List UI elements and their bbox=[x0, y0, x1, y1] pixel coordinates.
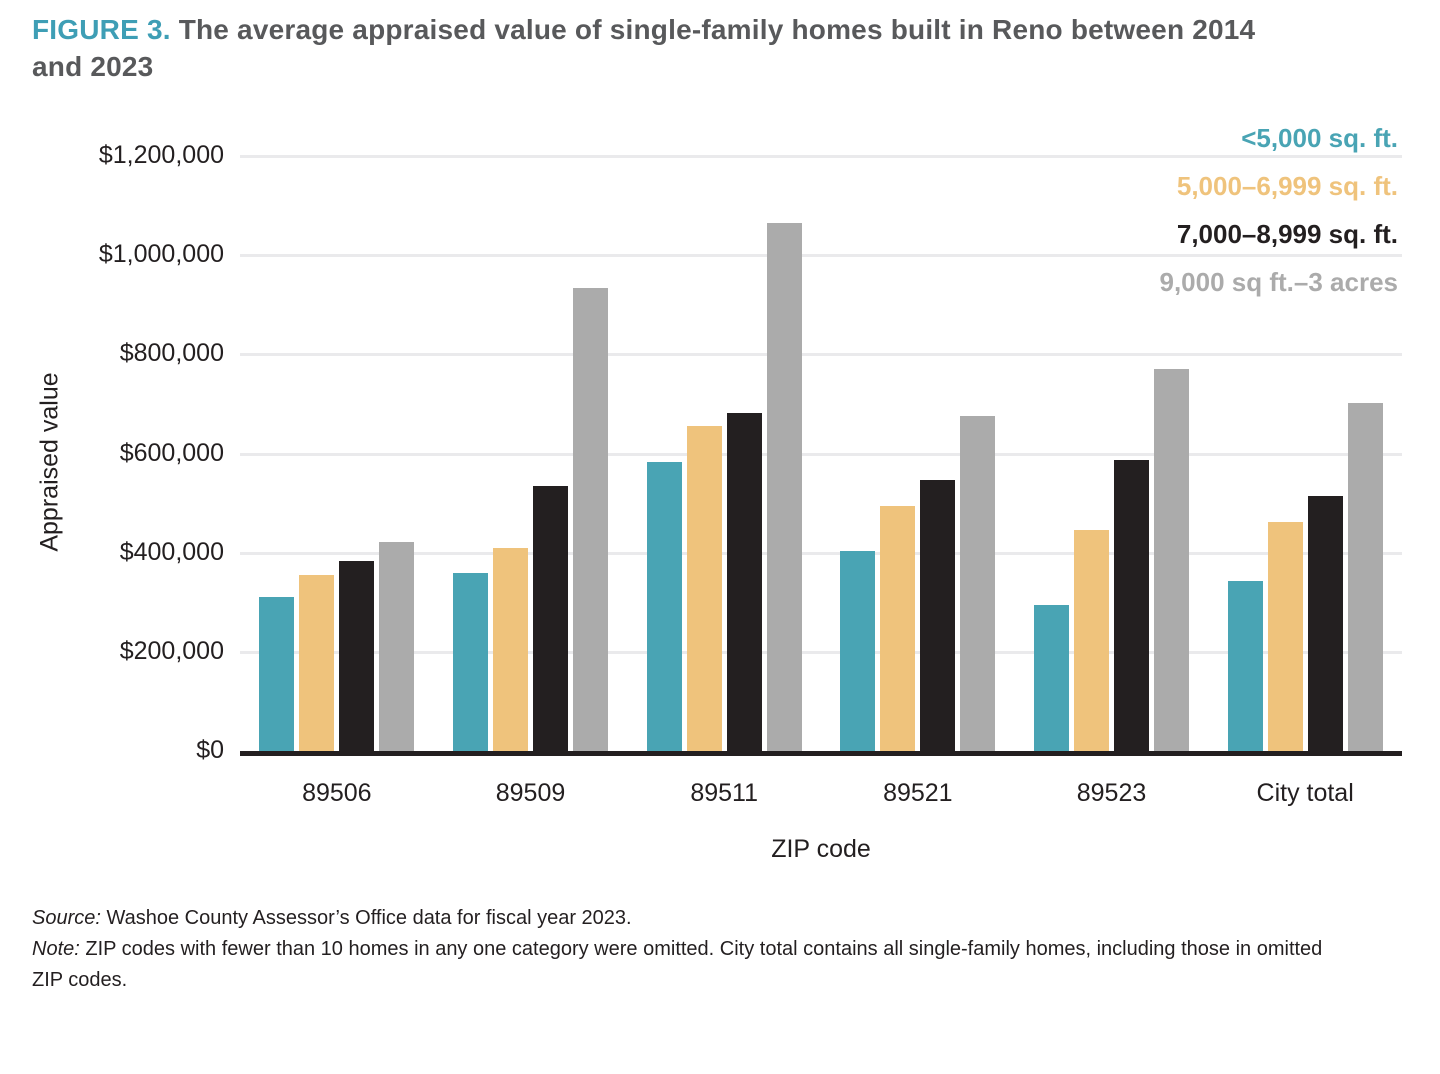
y-tick-label: $800,000 bbox=[119, 339, 224, 368]
bar bbox=[1227, 580, 1263, 751]
legend-item: 9,000 sq ft.–3 acres bbox=[1159, 267, 1399, 297]
note-text: ZIP codes with fewer than 10 homes in an… bbox=[32, 938, 1323, 991]
bar bbox=[533, 485, 568, 751]
x-axis-title: ZIP code bbox=[771, 835, 871, 863]
bar bbox=[1347, 403, 1383, 751]
gridline bbox=[240, 452, 1402, 456]
figure-title-text: The average appraised value of single-fa… bbox=[32, 14, 1256, 82]
bar bbox=[573, 288, 608, 751]
legend-item: 5,000–6,999 sq. ft. bbox=[1176, 171, 1398, 201]
bar bbox=[646, 461, 682, 751]
x-tick-label: 89506 bbox=[302, 779, 372, 807]
bar bbox=[686, 426, 722, 751]
bar bbox=[920, 480, 956, 751]
bar bbox=[493, 547, 528, 751]
footer-notes: Source: Washoe County Assessor’s Office … bbox=[32, 903, 1332, 996]
y-tick-label: $200,000 bbox=[119, 636, 224, 665]
figure-number-label: FIGURE 3. bbox=[32, 14, 171, 45]
bar bbox=[1034, 604, 1069, 751]
bar bbox=[840, 550, 876, 751]
bar bbox=[726, 412, 762, 751]
figure-title: FIGURE 3. The average appraised value of… bbox=[32, 11, 1292, 85]
gridline bbox=[240, 551, 1402, 555]
bar bbox=[1154, 369, 1189, 751]
x-tick-label: 89511 bbox=[690, 779, 758, 807]
source-line: Source: Washoe County Assessor’s Office … bbox=[32, 903, 1332, 934]
gridline bbox=[240, 650, 1402, 654]
bar bbox=[299, 574, 335, 751]
bar bbox=[453, 572, 488, 751]
source-label: Source: bbox=[32, 907, 101, 929]
bar bbox=[1307, 496, 1343, 751]
x-tick-label: 89521 bbox=[883, 779, 953, 807]
x-tick-label: 89523 bbox=[1076, 779, 1147, 807]
legend-item: <5,000 sq. ft. bbox=[1241, 123, 1398, 153]
gridline bbox=[240, 353, 1402, 357]
bar bbox=[379, 542, 415, 751]
bar bbox=[880, 506, 916, 751]
bar bbox=[1074, 530, 1109, 751]
bar bbox=[1114, 460, 1149, 751]
legend: <5,000 sq. ft. 5,000–6,999 sq. ft. 7,000–8… bbox=[1160, 123, 1399, 315]
y-tick-label: $0 bbox=[196, 736, 224, 764]
bar bbox=[766, 222, 802, 751]
note-label: Note: bbox=[32, 938, 80, 960]
legend-item: 7,000–8,999 sq. ft. bbox=[1176, 219, 1398, 249]
gridline bbox=[240, 155, 1402, 158]
bar bbox=[339, 561, 375, 751]
bar bbox=[960, 416, 996, 751]
y-tick-label: $1,000,000 bbox=[98, 240, 224, 269]
gridline bbox=[240, 254, 1402, 258]
plot-area bbox=[240, 155, 1402, 756]
bar bbox=[1267, 522, 1303, 751]
y-axis-title: Appraised value bbox=[35, 372, 64, 552]
bar bbox=[259, 597, 295, 751]
x-tick-label: City total bbox=[1256, 779, 1354, 807]
source-text: Washoe County Assessor’s Office data for… bbox=[106, 907, 632, 929]
note-line: Note: ZIP codes with fewer than 10 homes… bbox=[32, 934, 1332, 996]
y-tick-label: $1,200,000 bbox=[98, 141, 224, 169]
x-tick-label: 89509 bbox=[495, 779, 566, 807]
